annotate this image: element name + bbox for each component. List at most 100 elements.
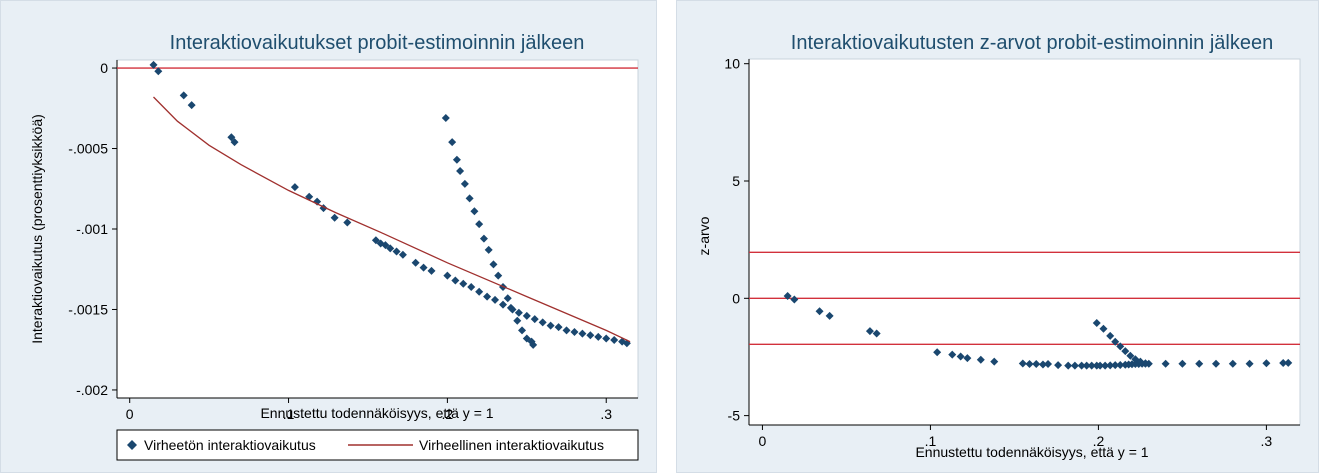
data-point — [448, 138, 457, 147]
data-point — [1178, 359, 1187, 368]
data-point — [1096, 361, 1105, 370]
data-point — [1106, 331, 1115, 340]
data-point — [522, 311, 531, 320]
x-axis-title: Ennustettu todennäköisyys, että y = 1 — [260, 405, 493, 421]
data-point — [343, 218, 352, 227]
data-point — [1228, 359, 1237, 368]
legend-marker-diamond — [127, 440, 137, 450]
data-point — [506, 303, 515, 312]
data-point — [783, 291, 792, 300]
data-point — [594, 332, 603, 341]
data-point — [514, 308, 523, 317]
data-point — [546, 321, 555, 330]
data-point — [554, 323, 563, 332]
data-point — [513, 316, 522, 325]
x-tick-label-2: .2 — [442, 406, 454, 422]
data-point — [1087, 361, 1096, 370]
data-point — [465, 194, 474, 203]
data-point — [187, 101, 196, 110]
data-point — [484, 245, 493, 254]
chart-panel-interaction-effects: Interaktiovaikutukset probit-estimoinnin… — [0, 0, 657, 473]
data-point — [578, 329, 587, 338]
data-point — [230, 138, 239, 147]
plot-marks: 10 5 0 -5 0 .1 .2 .3 — [724, 56, 1300, 449]
plot-marks: 0 -.0005 -.001 -.0015 -.002 0 .1 .2 .3 — [68, 60, 638, 422]
data-point — [459, 279, 468, 288]
data-point — [1116, 342, 1125, 351]
data-point — [976, 355, 985, 364]
data-point — [1077, 361, 1086, 370]
data-point — [419, 263, 428, 272]
data-point — [1141, 359, 1150, 368]
y-tick-label-2: -.001 — [76, 221, 108, 237]
data-point — [1121, 347, 1130, 356]
data-point — [1111, 337, 1120, 346]
data-point — [1054, 361, 1063, 370]
data-point — [872, 329, 881, 338]
data-point — [1284, 358, 1293, 367]
data-point — [1025, 360, 1034, 368]
y-tick-label-3: -5 — [728, 408, 741, 424]
data-point — [227, 133, 236, 142]
data-point — [427, 266, 436, 275]
data-point — [1262, 359, 1271, 368]
data-point — [1279, 359, 1288, 368]
data-point — [562, 326, 571, 335]
data-point — [529, 340, 538, 349]
legend-label-0: Virheetön interaktiovaikutus — [144, 437, 316, 453]
x-axis-title: Ennustettu todennäköisyys, että y = 1 — [915, 444, 1148, 460]
data-point — [570, 328, 579, 337]
data-point — [1044, 360, 1053, 368]
data-point — [1136, 357, 1145, 366]
data-point — [1116, 360, 1125, 369]
data-point — [1038, 360, 1047, 369]
data-point — [790, 295, 799, 304]
data-point — [1111, 361, 1120, 370]
y-tick-label-0: 0 — [100, 60, 108, 76]
y-tick-label-3: -.0015 — [68, 301, 108, 317]
series-line-1 — [153, 96, 631, 343]
plot-area — [748, 58, 1301, 426]
x-tick-label-0: 0 — [759, 433, 767, 449]
data-point — [489, 260, 498, 269]
data-point — [443, 271, 452, 280]
chart-panel-z-values: Interaktiovaikutusten z-arvot probit-est… — [676, 0, 1319, 473]
data-point — [948, 350, 957, 359]
data-point — [467, 282, 476, 291]
data-point — [1245, 359, 1254, 368]
data-point — [452, 155, 461, 164]
data-point — [610, 336, 619, 345]
data-point — [1106, 361, 1115, 370]
data-point — [518, 326, 527, 335]
data-point — [1099, 324, 1108, 333]
data-point — [1126, 351, 1135, 360]
data-point — [956, 352, 965, 361]
data-point — [1195, 359, 1204, 368]
data-point — [1070, 361, 1079, 370]
data-point — [392, 247, 401, 256]
data-point — [494, 271, 503, 280]
data-point — [815, 307, 824, 316]
data-point — [290, 183, 299, 192]
x-tick-label-3: .3 — [1261, 433, 1273, 449]
data-point — [825, 311, 834, 320]
data-point — [1212, 359, 1221, 368]
legend-label-1: Virheellinen interaktiovaikutus — [419, 437, 604, 453]
data-point — [475, 220, 484, 229]
x-tick-label-0: 0 — [126, 406, 134, 422]
y-tick-label-1: 5 — [732, 173, 740, 189]
data-point — [498, 300, 507, 309]
data-point — [1161, 359, 1170, 368]
data-point — [503, 294, 512, 303]
x-tick-label-2: .2 — [1093, 433, 1105, 449]
data-point — [1064, 361, 1073, 370]
data-point — [586, 331, 595, 340]
chart-title: Interaktiovaikutusten z-arvot probit-est… — [791, 32, 1273, 54]
data-point — [330, 213, 339, 222]
data-point — [1018, 359, 1027, 368]
data-point — [1101, 361, 1110, 370]
data-point — [491, 295, 500, 304]
data-point — [470, 207, 479, 216]
data-point — [530, 315, 539, 324]
data-point — [475, 287, 484, 296]
